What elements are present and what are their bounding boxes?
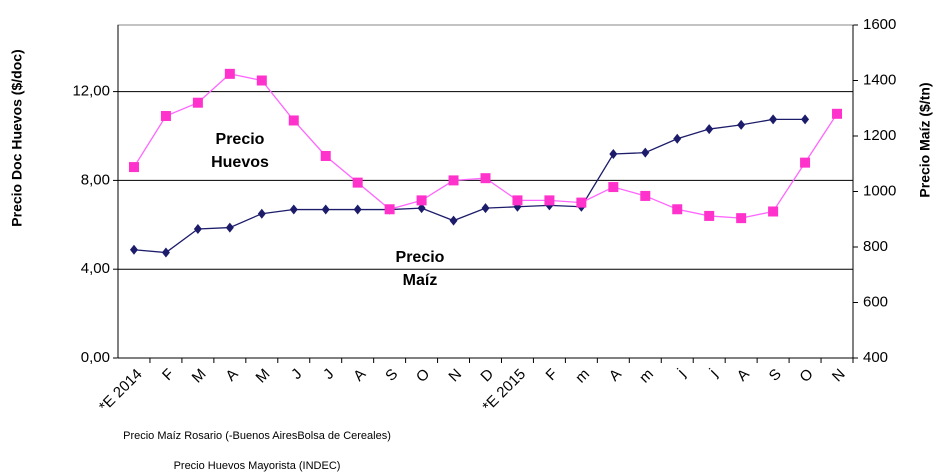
x-tick-label: S	[766, 366, 785, 385]
marker	[352, 177, 363, 188]
marker	[384, 204, 395, 215]
marker	[160, 111, 171, 122]
y2-axis-title: Precio Maíz ($/tn)	[917, 82, 933, 197]
marker	[768, 206, 779, 217]
marker	[832, 108, 843, 119]
marker	[289, 204, 298, 215]
x-tick-label: F	[543, 366, 562, 385]
marker	[288, 115, 299, 126]
marker	[480, 173, 491, 184]
legend-entry: Precio Huevos Mayorista (INDEC)	[173, 460, 341, 472]
x-tick-label: S	[382, 366, 401, 385]
x-tick-label: O	[413, 366, 433, 386]
x-tick-label: J	[288, 366, 305, 383]
marker	[256, 75, 267, 86]
marker	[128, 162, 139, 173]
marker	[416, 195, 427, 206]
series-line	[133, 118, 806, 254]
marker	[640, 190, 651, 201]
annotation: Precio	[216, 131, 265, 148]
legend-entry: Precio Maíz Rosario (-Buenos AiresBolsa …	[123, 430, 391, 442]
x-tick-label: A	[606, 366, 625, 385]
marker	[544, 195, 555, 206]
marker	[224, 68, 235, 79]
y2-tick-label: 1200	[863, 127, 896, 144]
x-tick-label: A	[222, 366, 241, 385]
annotation: Huevos	[211, 154, 269, 171]
marker	[161, 247, 170, 258]
marker	[353, 204, 362, 215]
marker	[449, 215, 458, 226]
marker	[769, 114, 778, 125]
marker	[192, 97, 203, 108]
marker	[417, 203, 426, 214]
marker	[193, 223, 202, 234]
x-tick-label: m	[572, 366, 593, 387]
x-tick-label: M	[189, 366, 210, 387]
y-tick-label: 0,00	[81, 349, 110, 366]
marker	[321, 204, 330, 215]
y-tick-label: 8,00	[81, 171, 110, 188]
marker	[800, 157, 811, 168]
marker	[129, 244, 138, 255]
y2-tick-label: 1400	[863, 71, 896, 88]
marker	[320, 150, 331, 161]
marker	[672, 204, 683, 215]
y-axis-title: Precio Doc Huevos ($/doc)	[9, 49, 25, 226]
marker	[448, 175, 459, 186]
x-tick-label: N	[445, 366, 465, 386]
marker	[608, 182, 619, 193]
marker	[704, 210, 715, 221]
x-tick-label: J	[320, 366, 337, 383]
marker	[705, 124, 714, 135]
marker	[481, 203, 490, 214]
marker	[576, 197, 587, 208]
marker	[609, 149, 618, 160]
y2-tick-label: 600	[863, 293, 888, 310]
x-tick-label: *E 2014	[96, 366, 146, 416]
x-tick-label: m	[636, 366, 657, 387]
x-tick-label: N	[829, 366, 849, 386]
annotation: Maíz	[403, 272, 438, 289]
annotation: Precio	[396, 249, 445, 266]
x-tick-label: D	[477, 366, 497, 386]
x-tick-label: O	[796, 366, 816, 386]
y-tick-label: 4,00	[81, 260, 110, 277]
marker	[512, 195, 523, 206]
x-tick-label: F	[159, 366, 178, 385]
marker	[737, 119, 746, 130]
y2-tick-label: 1600	[863, 16, 896, 33]
marker	[801, 114, 810, 125]
x-tick-label: j	[706, 366, 721, 381]
x-tick-label: A	[734, 366, 753, 385]
marker	[257, 208, 266, 219]
y2-tick-label: 800	[863, 238, 888, 255]
marker	[225, 222, 234, 233]
marker	[673, 133, 682, 144]
marker	[641, 147, 650, 158]
x-tick-label: j	[674, 366, 689, 381]
x-tick-label: A	[350, 366, 369, 385]
y-tick-label: 12,00	[72, 83, 110, 100]
x-tick-label: M	[253, 366, 274, 387]
y2-tick-label: 1000	[863, 182, 896, 199]
marker	[736, 213, 747, 224]
y2-tick-label: 400	[863, 349, 888, 366]
